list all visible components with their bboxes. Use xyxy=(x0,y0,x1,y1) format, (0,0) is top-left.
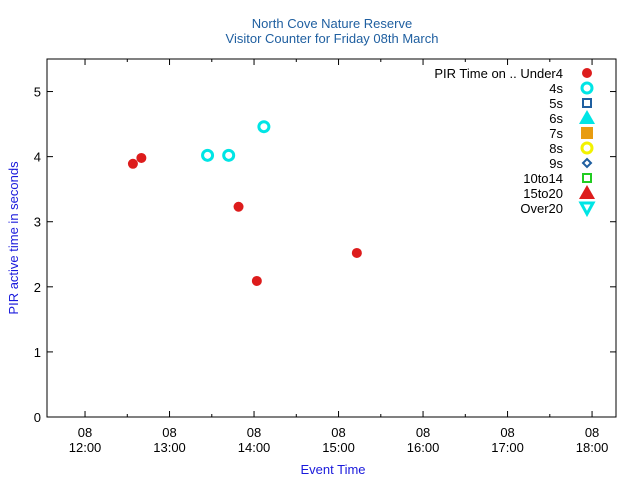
legend-marker-Over20 xyxy=(578,201,596,218)
y-tick-label: 5 xyxy=(34,85,41,100)
chart-title: North Cove Nature Reserve xyxy=(252,16,412,31)
x-tick-label-day: 08 xyxy=(162,425,176,440)
legend-marker-Under4 xyxy=(582,68,592,78)
legend-label: PIR Time on .. Under4 xyxy=(434,66,563,81)
y-tick-label: 0 xyxy=(34,410,41,425)
legend-marker-5s xyxy=(582,98,592,108)
legend-label: 10to14 xyxy=(523,171,563,186)
x-tick-label-day: 08 xyxy=(416,425,430,440)
legend-marker-7s xyxy=(581,127,593,139)
x-tick-label-time: 16:00 xyxy=(407,440,440,455)
y-axis-label: PIR active time in seconds xyxy=(6,161,21,315)
legend-label: Over20 xyxy=(520,201,563,216)
data-point-4s xyxy=(201,148,215,162)
x-axis: 0812:000813:000814:000815:000816:000817:… xyxy=(69,59,609,455)
legend-marker-6s xyxy=(579,110,595,124)
x-tick-label-day: 08 xyxy=(247,425,261,440)
x-tick-label-time: 12:00 xyxy=(69,440,102,455)
y-axis: 0 1 2 3 4 5 xyxy=(34,85,616,425)
x-tick-label-time: 18:00 xyxy=(576,440,609,455)
data-point-Under4 xyxy=(351,247,362,258)
x-axis-label: Event Time xyxy=(300,462,365,477)
data-point-Under4 xyxy=(127,158,138,169)
x-tick-label-day: 08 xyxy=(331,425,345,440)
legend-marker-8s xyxy=(580,141,594,155)
legend-marker-4s xyxy=(580,81,594,95)
x-tick-label-time: 13:00 xyxy=(153,440,186,455)
data-point-4s xyxy=(222,148,236,162)
y-tick-label: 1 xyxy=(34,345,41,360)
legend-label: 9s xyxy=(549,156,563,171)
data-point-Under4 xyxy=(233,201,244,212)
data-point-4s xyxy=(257,120,271,134)
x-tick-label-time: 15:00 xyxy=(322,440,355,455)
data-points xyxy=(127,120,362,286)
legend-marker-9s xyxy=(581,157,593,169)
y-tick-label: 3 xyxy=(34,215,41,230)
legend-label: 8s xyxy=(549,141,563,156)
plot-frame xyxy=(46,58,617,418)
legend: PIR Time on .. Under44s5s6s7s8s9s10to141… xyxy=(434,66,596,218)
legend-label: 5s xyxy=(549,96,563,111)
x-tick-label-time: 17:00 xyxy=(491,440,524,455)
legend-label: 4s xyxy=(549,81,563,96)
data-point-Under4 xyxy=(136,152,147,163)
x-tick-label-day: 08 xyxy=(78,425,92,440)
legend-label: 7s xyxy=(549,126,563,141)
y-tick-label: 2 xyxy=(34,280,41,295)
data-point-Under4 xyxy=(251,275,262,286)
x-tick-label-day: 08 xyxy=(500,425,514,440)
chart-subtitle: Visitor Counter for Friday 08th March xyxy=(226,31,439,46)
x-tick-label-time: 14:00 xyxy=(238,440,271,455)
legend-marker-10to14 xyxy=(582,173,592,183)
x-tick-label-day: 08 xyxy=(585,425,599,440)
legend-label: 6s xyxy=(549,111,563,126)
y-tick-label: 4 xyxy=(34,150,41,165)
legend-label: 15to20 xyxy=(523,186,563,201)
legend-marker-15to20 xyxy=(579,185,595,199)
